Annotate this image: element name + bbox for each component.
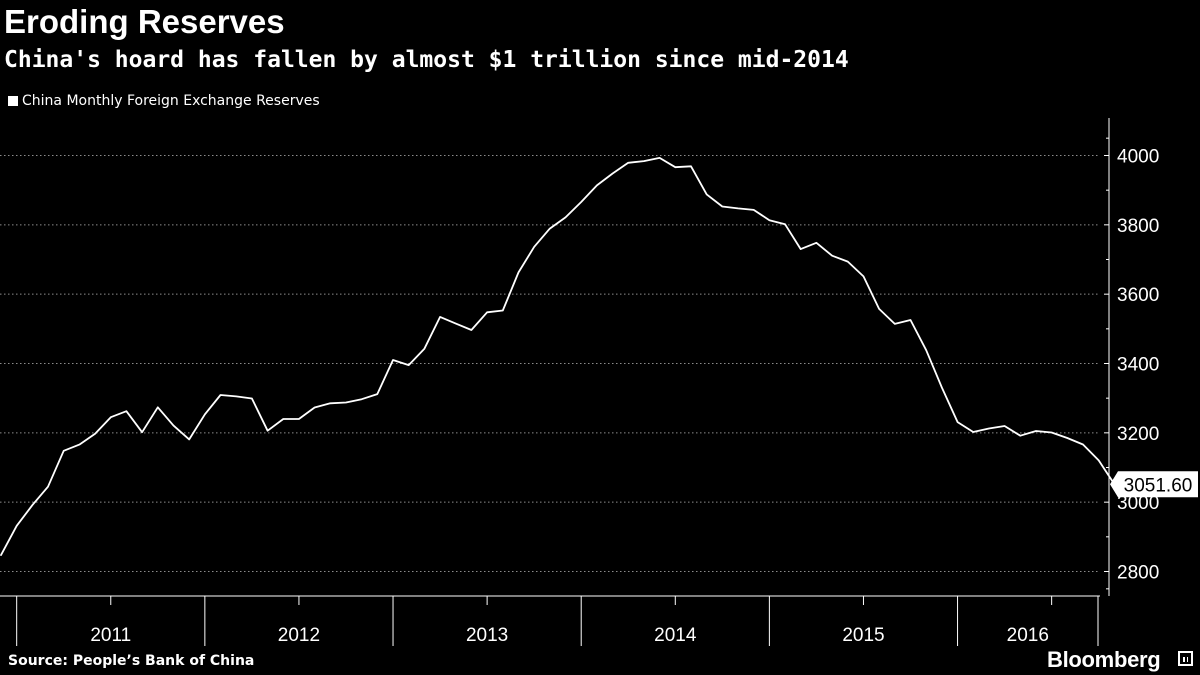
series-line	[0, 156, 1116, 556]
chart-subtitle: China's hoard has fallen by almost $1 tr…	[4, 47, 849, 73]
x-tick-label-2016: 2016	[1007, 625, 1049, 646]
x-tick-label-2014: 2014	[654, 625, 697, 646]
y-tick-label-2800: 2800	[1117, 563, 1159, 584]
y-tick-label-3800: 3800	[1117, 216, 1159, 237]
y-tick-label-4000: 4000	[1117, 147, 1159, 168]
chart-title: Eroding Reserves	[4, 3, 285, 40]
x-tick-label-2011: 2011	[90, 625, 131, 646]
bloomberg-logo: Bloomberg	[1047, 647, 1161, 672]
y-tick-label-3400: 3400	[1117, 355, 1159, 376]
legend-swatch	[8, 96, 18, 106]
source-note: Source: People’s Bank of China	[8, 653, 255, 669]
chart-legend: China Monthly Foreign Exchange Reserves	[8, 91, 320, 111]
x-tick-label-2013: 2013	[466, 625, 508, 646]
y-tick-label-3200: 3200	[1117, 424, 1159, 445]
x-tick-label-2012: 2012	[278, 625, 320, 646]
legend-label: China Monthly Foreign Exchange Reserves	[22, 93, 320, 109]
x-tick-label-2015: 2015	[842, 625, 884, 646]
bloomberg-terminal-icon	[1178, 651, 1193, 666]
last-value-label: 3051.60	[1124, 475, 1193, 496]
last-value-callout	[1110, 471, 1198, 498]
y-tick-label-3000: 3000	[1117, 493, 1159, 514]
y-tick-label-3600: 3600	[1117, 285, 1159, 306]
